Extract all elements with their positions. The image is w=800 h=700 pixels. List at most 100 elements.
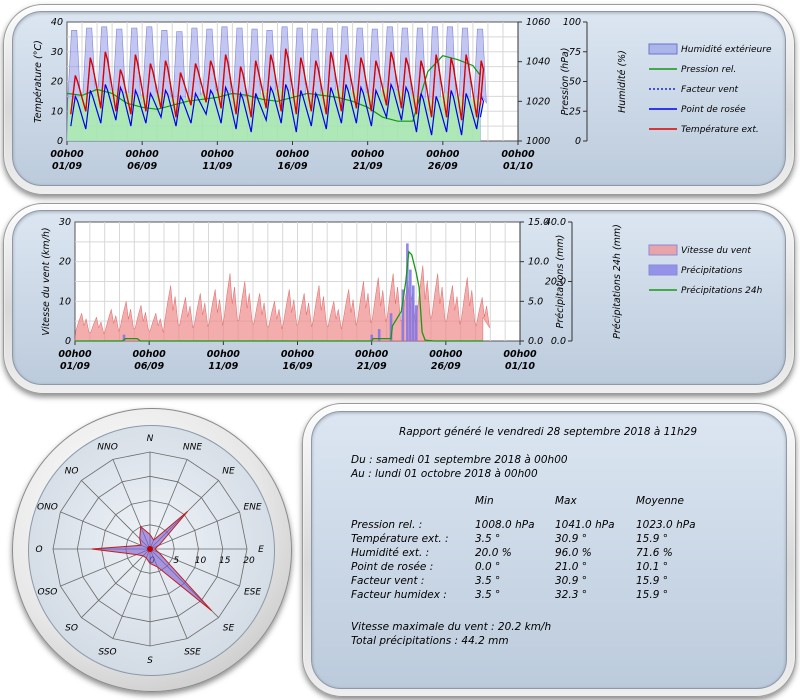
wind-speed-area xyxy=(74,265,490,342)
rose-direction-label: NNE xyxy=(183,442,202,452)
rose-direction-label: O xyxy=(35,545,42,555)
wind-right-tick-label: 15.0 xyxy=(528,217,549,228)
row-min: 3.5 ° xyxy=(475,575,501,587)
row-min: 20.0 % xyxy=(475,547,512,559)
report-panel xyxy=(311,411,787,689)
rose-direction-label: ONO xyxy=(37,503,58,513)
wind-x-tick-label: 00h00 xyxy=(355,349,389,360)
weather-report: Rapport généré le vendredi 28 septembre … xyxy=(311,411,785,687)
row-mean: 15.9 ° xyxy=(636,575,668,587)
rose-direction-label: SSO xyxy=(98,648,116,658)
rose-direction-label: SE xyxy=(223,623,235,633)
wind-x-tick-label: 11/09 xyxy=(208,361,238,372)
temperature-line xyxy=(70,48,485,121)
wind-rose-chart: NNNENEENEEESESESSESSSOSOOSOOONONONNO0510… xyxy=(35,434,264,666)
temp-y-tick-label: 30 xyxy=(51,47,63,58)
row-mean: 10.1 ° xyxy=(636,561,668,573)
legend-label: Vitesse du vent xyxy=(681,246,751,256)
rose-ring-label: 10 xyxy=(195,556,207,566)
temp-y-tick-label: 10 xyxy=(51,106,63,117)
rain-bar xyxy=(412,285,415,341)
row-max: 32.3 ° xyxy=(555,589,587,601)
row-max: 21.0 ° xyxy=(555,561,587,573)
temp-x-tick-label: 21/09 xyxy=(353,161,383,172)
rose-direction-label: N xyxy=(147,434,154,444)
dewpoint-line xyxy=(70,82,485,136)
rose-direction-label: OSO xyxy=(38,587,58,597)
temp-x-tick-label: 00h00 xyxy=(501,149,535,160)
temp-right2-tick-label: 25 xyxy=(569,106,581,117)
temp-right2-tick-label: 50 xyxy=(569,77,581,88)
temp-x-tick-label: 00h00 xyxy=(426,149,460,160)
wind-x-tick-label: 00h00 xyxy=(58,349,92,360)
rose-spoke xyxy=(112,548,151,639)
temp-y-tick-label: 0 xyxy=(57,136,63,147)
row-max: 30.9 ° xyxy=(555,533,587,545)
row-max: 30.9 ° xyxy=(555,575,587,587)
rose-spoke xyxy=(149,548,240,587)
rain-bar xyxy=(389,313,393,341)
wind-x-tick-label: 01/10 xyxy=(505,361,535,372)
rose-spoke xyxy=(60,548,151,587)
row-max: 96.0 % xyxy=(555,547,592,559)
row-mean: 15.9 ° xyxy=(636,589,668,601)
row-mean: 71.6 % xyxy=(636,547,673,559)
report-header-label xyxy=(349,494,473,518)
wind-x-tick-label: 16/09 xyxy=(283,361,313,372)
rose-center-dot xyxy=(147,546,153,552)
rose-direction-label: NO xyxy=(65,467,79,477)
rose-spoke xyxy=(81,480,151,550)
row-label: Facteur humidex : xyxy=(351,589,447,601)
legend-label: Facteur vent xyxy=(681,85,739,95)
table-row: Point de rosée : 0.0 ° 21.0 ° 10.1 ° xyxy=(349,560,718,574)
row-mean: 1023.0 hPa xyxy=(636,519,696,531)
wind-y-tick-label: 30 xyxy=(59,217,71,228)
wind-y-axis-label: Vitesse du vent (km/h) xyxy=(41,227,52,335)
report-table: Min Max Moyenne Pression rel. : 1008.0 h… xyxy=(349,494,718,602)
table-row: Facteur vent : 3.5 ° 30.9 ° 15.9 ° xyxy=(349,574,718,588)
wind-right-axis-label: Précipitations (mm) xyxy=(555,235,566,329)
rose-data-area xyxy=(91,510,213,612)
row-label: Température ext. : xyxy=(351,533,449,545)
rose-ring-label: 15 xyxy=(219,556,231,566)
wind-right2-tick-label: 20.0 xyxy=(545,277,566,288)
report-period-to: Au : lundi 01 octobre 2018 à 00h00 xyxy=(351,468,538,480)
rose-direction-label: ENE xyxy=(243,503,261,513)
row-mean: 15.9 ° xyxy=(636,533,668,545)
table-row: Pression rel. : 1008.0 hPa 1041.0 hPa 10… xyxy=(349,518,718,532)
temp-x-tick-label: 00h00 xyxy=(276,149,310,160)
temp-x-tick-label: 06/09 xyxy=(127,161,157,172)
temp-right2-axis-label: Humidité (%) xyxy=(617,50,628,113)
temp-x-tick-label: 01/09 xyxy=(52,161,82,172)
temp-right-tick-label: 1040 xyxy=(526,57,550,68)
rose-spoke xyxy=(81,548,151,618)
legend-label: Précipitations xyxy=(681,265,743,276)
legend-swatch xyxy=(648,264,678,276)
rain-bar xyxy=(122,334,126,341)
report-period-from: Du : samedi 01 septembre 2018 à 00h00 xyxy=(351,454,568,466)
wind-right2-tick-label: 40.0 xyxy=(545,217,566,228)
report-max-wind: Vitesse maximale du vent : 20.2 km/h xyxy=(351,621,552,633)
temp-x-tick-label: 00h00 xyxy=(50,149,84,160)
rose-spoke xyxy=(60,511,151,550)
temp-x-tick-label: 11/09 xyxy=(202,161,232,172)
temp-x-tick-label: 26/09 xyxy=(428,161,458,172)
rose-direction-label: SSE xyxy=(184,648,201,658)
legend-label: Pression rel. xyxy=(681,65,736,75)
legend-label: Précipitations 24h xyxy=(681,285,763,296)
wind-x-tick-label: 00h00 xyxy=(207,349,241,360)
report-header-max: Max xyxy=(555,495,577,507)
temp-chart: 00h0001/0900h0006/0900h0011/0900h0016/09… xyxy=(33,17,772,172)
wind-x-tick-label: 00h00 xyxy=(429,349,463,360)
temp-y-tick-label: 40 xyxy=(51,17,63,28)
temp-x-tick-label: 00h00 xyxy=(126,149,160,160)
wind-x-tick-label: 21/09 xyxy=(357,361,387,372)
temp-x-tick-label: 01/10 xyxy=(503,161,533,172)
temp-x-tick-label: 00h00 xyxy=(201,149,235,160)
wind-x-tick-label: 00h00 xyxy=(503,349,537,360)
rose-direction-label: NE xyxy=(222,467,235,477)
temp-right-tick-label: 1060 xyxy=(526,17,550,28)
temp-right2-tick-label: 0 xyxy=(575,136,581,147)
wind-right-tick-label: 5.0 xyxy=(528,296,543,307)
wind-x-tick-label: 01/09 xyxy=(60,361,90,372)
